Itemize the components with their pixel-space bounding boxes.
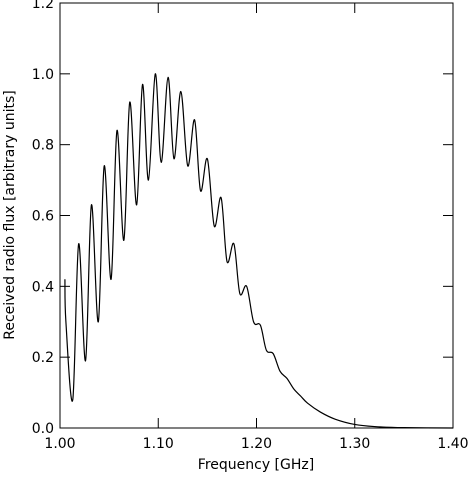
y-tick-label: 0.6 <box>32 209 54 225</box>
line <box>64 73 454 429</box>
x-tick-label: 1.20 <box>241 436 272 452</box>
y-tick-label: 0.4 <box>32 279 54 295</box>
x-tick-label: 1.40 <box>437 436 468 452</box>
y-axis-label: Received radio flux [arbitrary units] <box>2 90 18 339</box>
y-tick-label: 1.2 <box>32 0 54 12</box>
y-tick-label: 0.2 <box>32 350 54 366</box>
y-tick-label: 0.8 <box>32 138 54 154</box>
y-tick-label: 1.0 <box>32 67 54 83</box>
x-tick-label: 1.30 <box>339 436 370 452</box>
plot-frame <box>59 2 454 429</box>
y-tick-label: 0.0 <box>32 421 54 437</box>
x-tick-label: 1.10 <box>143 436 174 452</box>
x-axis-label: Frequency [GHz] <box>198 457 314 473</box>
x-tick-label: 1.00 <box>44 436 75 452</box>
